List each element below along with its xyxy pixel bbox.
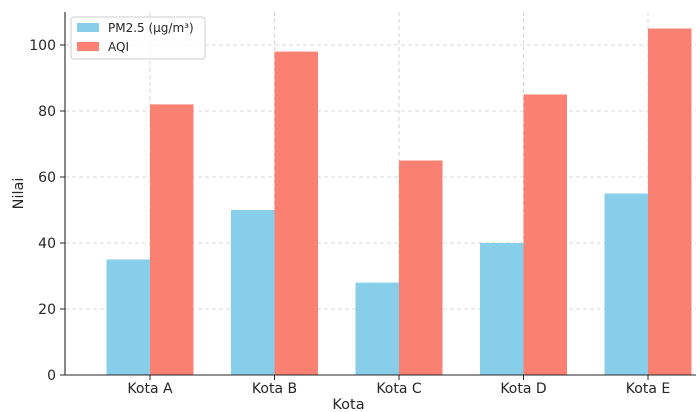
axes (64, 12, 696, 376)
x-tick-label-kota-c: Kota C (376, 381, 422, 397)
bar-pm25-kota-e (604, 193, 648, 375)
y-tick-label-100: 100 (29, 38, 56, 54)
legend-label-aqi: AQI (108, 40, 129, 54)
legend-swatch-pm25 (77, 23, 99, 32)
bar-pm25-kota-a (106, 259, 150, 375)
bar-pm25-kota-c (355, 282, 399, 375)
x-tick-label-kota-d: Kota D (500, 381, 546, 397)
legend-swatch-aqi (77, 42, 99, 51)
y-tick-label-60: 60 (38, 170, 56, 186)
y-tick-label-0: 0 (47, 368, 56, 384)
y-tick-label-80: 80 (38, 104, 56, 120)
bar-aqi-kota-b (274, 51, 318, 375)
bar-aqi-kota-e (648, 28, 692, 375)
y-tick-label-20: 20 (38, 302, 56, 318)
ticks: 0 20 40 60 80 100 Kota A Kota B Kota C Kota D Kota… (29, 38, 670, 397)
legend: PM2.5 (µg/m³) AQI (70, 16, 206, 60)
bar-pm25-kota-b (231, 210, 275, 375)
bar-aqi-kota-a (150, 104, 194, 376)
y-axis-label: Nilai (11, 178, 27, 210)
x-axis-label: Kota (332, 397, 364, 412)
legend-label-pm25: PM2.5 (µg/m³) (108, 21, 194, 35)
legend-box (70, 16, 206, 60)
x-tick-label-kota-a: Kota A (127, 381, 173, 397)
y-tick-label-40: 40 (38, 236, 56, 252)
x-tick-label-kota-e: Kota E (626, 381, 670, 397)
bars (106, 28, 692, 376)
x-tick-label-kota-b: Kota B (252, 381, 297, 397)
bar-aqi-kota-d (523, 94, 567, 375)
bar-pm25-kota-d (480, 243, 524, 375)
bar-aqi-kota-c (399, 160, 443, 375)
